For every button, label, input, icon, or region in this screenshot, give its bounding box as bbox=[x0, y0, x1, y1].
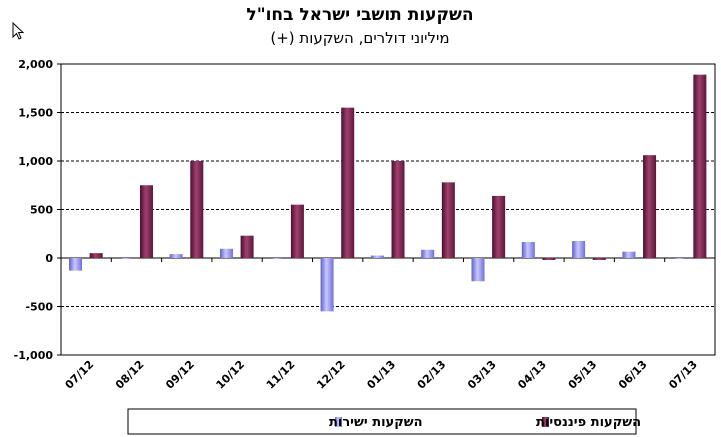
x-tick-label: 01/13 bbox=[364, 358, 398, 392]
x-tick-label: 08/12 bbox=[113, 358, 147, 392]
x-tick-label: 10/12 bbox=[214, 358, 248, 392]
legend-swatch-financial bbox=[542, 417, 549, 427]
y-tick-label: -500 bbox=[25, 301, 53, 314]
bar-financial bbox=[492, 195, 506, 258]
bar-direct bbox=[219, 248, 233, 258]
legend-label-direct: השקעות ישירות bbox=[329, 415, 423, 430]
bar-direct bbox=[119, 258, 133, 259]
x-tick-label: 12/12 bbox=[314, 358, 348, 392]
x-tick-label: 07/13 bbox=[666, 358, 700, 392]
bar-financial bbox=[592, 258, 606, 260]
bar-financial bbox=[190, 161, 204, 258]
bar-financial bbox=[240, 235, 254, 258]
y-tick-label: -1,000 bbox=[14, 349, 54, 362]
x-tick-label: 05/13 bbox=[566, 358, 600, 392]
bar-direct bbox=[421, 249, 435, 258]
y-tick-label: 1,500 bbox=[18, 107, 53, 120]
legend-box bbox=[127, 408, 637, 435]
bar-direct bbox=[69, 258, 83, 271]
bar-direct bbox=[169, 254, 183, 258]
x-tick-label: 02/13 bbox=[415, 358, 449, 392]
x-tick-label: 07/12 bbox=[63, 358, 97, 392]
y-tick-label: 1,000 bbox=[18, 155, 53, 168]
mouse-cursor-icon bbox=[12, 22, 25, 40]
x-tick-label: 11/12 bbox=[264, 358, 298, 392]
y-tick-label: 2,000 bbox=[18, 58, 53, 71]
bar-financial bbox=[693, 74, 707, 258]
chart-title: השקעות תושבי ישראל בחו"ל bbox=[246, 5, 473, 25]
x-tick-label: 09/12 bbox=[163, 358, 197, 392]
legend: השקעות פיננסיות השקעות ישירות bbox=[127, 408, 641, 435]
bar-direct bbox=[320, 258, 334, 312]
chart-subtitle: מיליוני דולרים, השקעות (+) bbox=[270, 29, 449, 47]
bar-direct bbox=[622, 251, 636, 258]
bar-direct bbox=[471, 258, 485, 282]
y-tick-label: 0 bbox=[45, 252, 53, 265]
bar-direct bbox=[370, 255, 384, 258]
bar-financial bbox=[290, 204, 304, 258]
legend-label-financial: השקעות פיננסיות bbox=[536, 415, 641, 430]
bar-direct bbox=[270, 258, 284, 259]
bar-financial bbox=[542, 258, 556, 260]
x-tick-label: 04/13 bbox=[515, 358, 549, 392]
bar-financial bbox=[89, 253, 103, 258]
y-tick-label: 500 bbox=[30, 204, 53, 217]
legend-swatch-direct bbox=[335, 417, 342, 427]
bar-financial bbox=[341, 107, 355, 259]
bar-financial bbox=[139, 185, 153, 258]
bar-financial bbox=[643, 155, 657, 258]
bar-direct bbox=[521, 241, 535, 258]
bar-financial bbox=[441, 182, 455, 258]
bar-direct bbox=[672, 258, 686, 259]
x-tick-label: 03/13 bbox=[465, 358, 499, 392]
x-tick-label: 06/13 bbox=[616, 358, 650, 392]
bar-direct bbox=[572, 241, 586, 258]
bar-financial bbox=[391, 161, 405, 258]
